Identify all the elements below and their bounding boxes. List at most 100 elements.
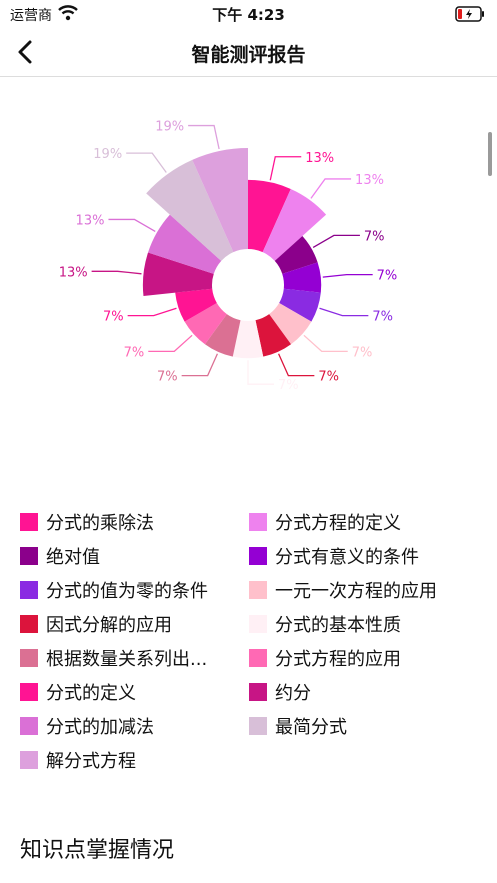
legend-label: 分式的加减法 — [46, 717, 154, 738]
legend-row: 分式的加减法 最简分式 — [20, 709, 490, 743]
nav-bar: 智能测评报告 — [0, 28, 497, 77]
legend-label: 分式有意义的条件 — [275, 547, 419, 568]
legend-item[interactable]: 分式的基本性质 — [249, 607, 478, 641]
rose-slice[interactable] — [269, 303, 312, 345]
slice-percent-label: 7% — [377, 269, 398, 284]
rose-slice[interactable] — [184, 303, 227, 345]
legend-swatch — [20, 717, 38, 735]
scrollbar[interactable] — [488, 132, 492, 176]
slice-percent-label: 7% — [124, 345, 145, 360]
legend-label: 分式的乘除法 — [46, 513, 154, 534]
legend-swatch — [249, 615, 267, 633]
slice-percent-label: 7% — [364, 229, 385, 244]
rose-slice[interactable] — [148, 214, 222, 274]
rose-slice[interactable] — [248, 179, 291, 253]
leader-line — [108, 218, 156, 233]
leader-line — [181, 353, 219, 377]
legend-label: 约分 — [275, 683, 311, 704]
slice-percent-label: 7% — [318, 370, 339, 385]
leader-line — [126, 152, 167, 173]
leader-line — [269, 156, 302, 181]
slice-percent-label: 7% — [157, 370, 178, 385]
slice-percent-label: 13% — [59, 265, 88, 280]
back-button[interactable] — [12, 36, 42, 68]
legend-item[interactable]: 分式有意义的条件 — [249, 539, 478, 573]
carrier-label: 运营商 — [10, 8, 52, 24]
leader-line — [303, 334, 348, 353]
rose-slice[interactable] — [232, 320, 264, 359]
legend-item[interactable]: 约分 — [249, 675, 478, 709]
legend-row: 分式的值为零的条件 一元一次方程的应用 — [20, 573, 490, 607]
battery-icon — [455, 6, 485, 26]
chevron-left-icon — [18, 40, 32, 64]
rose-slice[interactable] — [192, 148, 248, 253]
legend-item[interactable]: 分式的值为零的条件 — [20, 573, 249, 607]
legend-label: 分式方程的应用 — [275, 649, 401, 670]
legend-swatch — [249, 683, 267, 701]
wifi-icon — [58, 5, 78, 25]
legend-swatch — [249, 513, 267, 531]
legend-swatch — [20, 683, 38, 701]
legend-item[interactable]: 绝对值 — [20, 539, 249, 573]
legend-swatch — [249, 581, 267, 599]
status-bar: 运营商 下午 4:23 — [0, 0, 497, 28]
section-title: 知识点掌握情况 — [20, 838, 175, 863]
legend-item[interactable]: 分式的定义 — [20, 675, 249, 709]
legend-label: 绝对值 — [46, 547, 100, 568]
legend-swatch — [20, 581, 38, 599]
chart-legend: 分式的乘除法 分式方程的定义绝对值 分式有意义的条件分式的值为零的条件 一元一次方程的… — [20, 505, 490, 777]
rose-slice[interactable] — [282, 262, 322, 293]
rose-slice[interactable] — [274, 236, 318, 274]
legend-item[interactable]: 分式的乘除法 — [20, 505, 249, 539]
rose-slice[interactable] — [146, 159, 234, 261]
leader-line — [91, 270, 142, 275]
legend-row: 分式的乘除法 分式方程的定义 — [20, 505, 490, 539]
rose-slice[interactable] — [262, 188, 327, 261]
status-time: 下午 4:23 — [212, 6, 285, 24]
rose-slice[interactable] — [175, 288, 217, 322]
legend-item[interactable]: 根据数量关系列出... — [20, 641, 249, 675]
slice-percent-label: 7% — [372, 310, 393, 325]
legend-label: 分式的基本性质 — [275, 615, 401, 636]
legend-swatch — [20, 615, 38, 633]
rose-slice[interactable] — [279, 288, 321, 322]
legend-swatch — [249, 649, 267, 667]
legend-item[interactable]: 分式方程的应用 — [249, 641, 478, 675]
legend-row: 因式分解的应用 分式的基本性质 — [20, 607, 490, 641]
legend-item[interactable]: 解分式方程 — [20, 743, 249, 777]
slice-percent-label: 13% — [355, 173, 384, 188]
leader-line — [188, 124, 220, 150]
legend-swatch — [20, 751, 38, 769]
slice-percent-label: 13% — [305, 151, 334, 166]
legend-row: 分式的定义 约分 — [20, 675, 490, 709]
leader-line — [310, 178, 352, 199]
legend-label: 分式方程的定义 — [275, 513, 401, 534]
legend-swatch — [20, 547, 38, 565]
legend-swatch — [20, 513, 38, 531]
legend-swatch — [249, 547, 267, 565]
legend-item[interactable]: 最简分式 — [249, 709, 478, 743]
legend-item[interactable]: 因式分解的应用 — [20, 607, 249, 641]
legend-item[interactable]: 分式方程的定义 — [249, 505, 478, 539]
rose-slice[interactable] — [255, 314, 292, 357]
legend-item[interactable]: 一元一次方程的应用 — [249, 573, 478, 607]
slice-percent-label: 13% — [76, 213, 105, 228]
legend-swatch — [249, 717, 267, 735]
legend-row: 绝对值 分式有意义的条件 — [20, 539, 490, 573]
slice-percent-label: 7% — [103, 310, 124, 325]
leader-line — [148, 334, 193, 353]
legend-row: 解分式方程 — [20, 743, 490, 777]
leader-line — [127, 307, 177, 317]
legend-label: 因式分解的应用 — [46, 615, 172, 636]
leader-line — [277, 353, 315, 377]
rose-slice[interactable] — [204, 314, 241, 357]
slice-percent-label: 19% — [155, 120, 184, 135]
legend-item[interactable]: 分式的加减法 — [20, 709, 249, 743]
rose-chart: 13% 13% 7% 7% 7% 7% 7% 7% 7% 7% 7% 13% 13% 19% 19% — [0, 110, 497, 460]
leader-line — [319, 307, 369, 317]
page-title: 智能测评报告 — [191, 44, 306, 66]
legend-label: 根据数量关系列出... — [46, 649, 208, 670]
legend-label: 最简分式 — [275, 717, 347, 738]
rose-slice[interactable] — [142, 252, 214, 296]
rose-chart-svg: 13% 13% 7% 7% 7% 7% 7% 7% 7% 7% 7% 13% 13% 19% 19% — [59, 120, 398, 394]
